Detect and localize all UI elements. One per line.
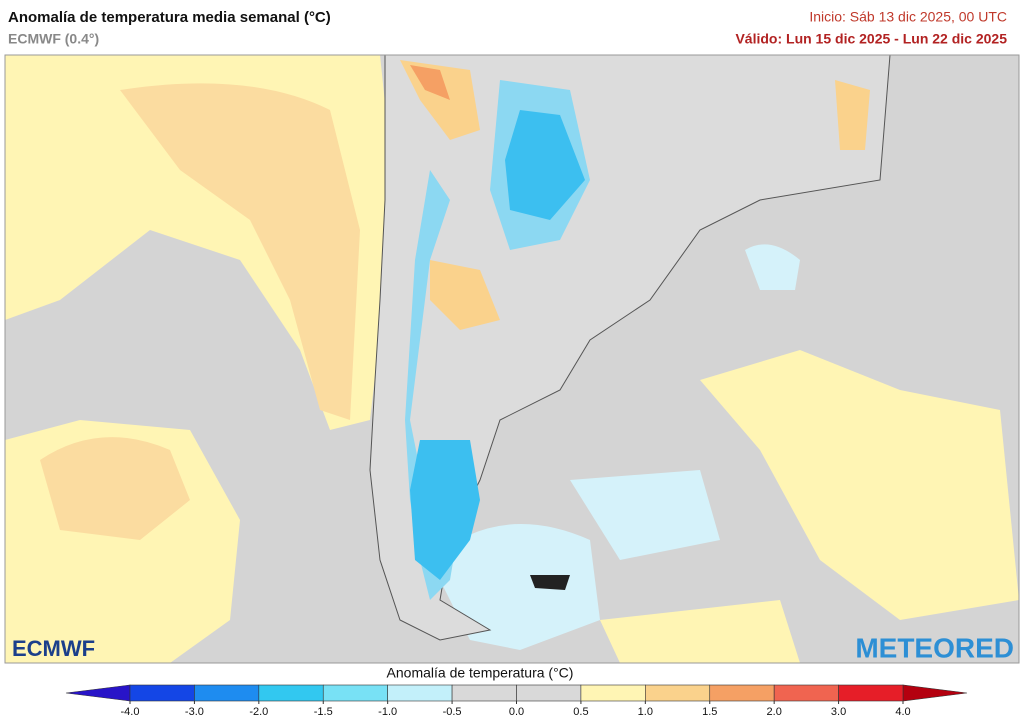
init-time: Inicio: Sáb 13 dic 2025, 00 UTC <box>809 9 1007 25</box>
anomaly-area <box>745 244 800 290</box>
colorbar-label: Anomalía de temperatura (°C) <box>387 665 574 681</box>
logo-ecmwf: ECMWF <box>12 636 95 661</box>
colorbar-segment <box>451 684 517 702</box>
colorbar-segment <box>387 684 453 702</box>
colorbar-tick-label: -1.5 <box>314 706 333 718</box>
anomaly-area <box>835 80 870 150</box>
anomaly-area <box>410 65 450 100</box>
colorbar-segment <box>709 684 775 702</box>
colorbar-segment <box>516 684 582 702</box>
map-frame <box>4 54 1020 664</box>
colorbar-segment <box>129 684 195 702</box>
anomaly-area <box>430 524 600 650</box>
colorbar-tick-label: -3.0 <box>185 706 204 718</box>
anomaly-area <box>570 470 720 560</box>
colorbar-tick-label: 1.0 <box>638 706 653 718</box>
valid-time: Válido: Lun 15 dic 2025 - Lun 22 dic 202… <box>735 31 1007 47</box>
colorbar-segment <box>645 684 711 702</box>
anomaly-area <box>505 110 585 220</box>
colorbar-segment <box>838 684 904 702</box>
colorbar-tick-label: 0.5 <box>573 706 588 718</box>
anomaly-area <box>40 437 190 540</box>
subtitle: ECMWF (0.4°) <box>8 31 99 47</box>
anomaly-area <box>120 83 360 420</box>
colorbar-tick-label: 4.0 <box>895 706 910 718</box>
colorbar: -4.0 -3.0 -2.0 -1.5 -1.0 -0.5 0.0 0.5 1.0 1.5 2.0 3… <box>65 684 968 718</box>
colorbar-segment <box>258 684 324 702</box>
colorbar-segment <box>322 684 388 702</box>
colorbar-segment <box>194 684 260 702</box>
colorbar-over <box>902 684 968 702</box>
colorbar-tick-label: 1.5 <box>702 706 717 718</box>
island <box>530 575 570 590</box>
logo-meteored: METEORED <box>855 632 1014 663</box>
colorbar-tick-label: 3.0 <box>831 706 846 718</box>
colorbar-under <box>65 684 131 702</box>
colorbar-tick-label: 2.0 <box>767 706 782 718</box>
colorbar-tick-label: -4.0 <box>121 706 140 718</box>
colorbar-tick-label: -0.5 <box>443 706 462 718</box>
anomaly-area <box>700 350 1019 620</box>
colorbar-tick-label: -1.0 <box>378 706 397 718</box>
anomaly-area <box>600 600 800 663</box>
colorbar-tick-label: 0.0 <box>509 706 524 718</box>
map <box>4 54 1020 664</box>
colorbar-segment <box>580 684 646 702</box>
colorbar-tick-label: -2.0 <box>249 706 268 718</box>
colorbar-segment <box>773 684 839 702</box>
title: Anomalía de temperatura media semanal (°… <box>8 9 331 26</box>
anomaly-area <box>430 260 500 330</box>
anomaly-area <box>410 440 480 580</box>
